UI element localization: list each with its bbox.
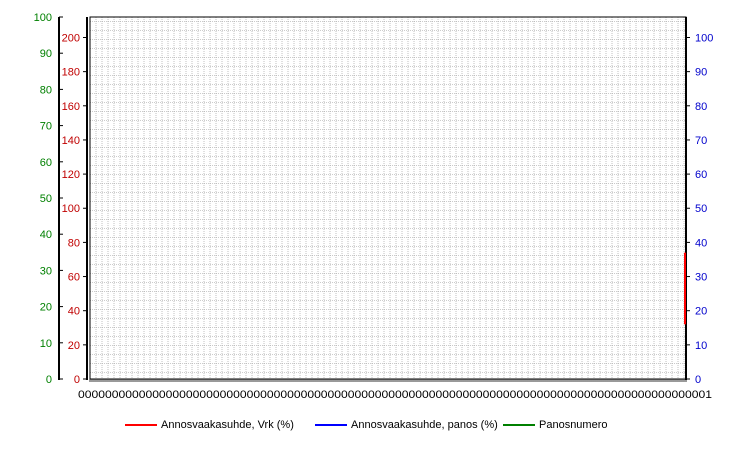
x-tick-labels: 0000000000000000000000000000000000000000… [78,389,712,401]
blue-axis-tick-label: 100 [695,32,713,44]
green-axis-tick-label: 30 [40,265,52,277]
blue-axis-tick-label: 70 [695,135,707,147]
legend-swatch-blue [315,424,347,426]
red-axis-tick-label: 60 [68,272,80,284]
green-axis-tick-label: 20 [40,302,52,314]
red-axis-tick-label: 120 [62,169,80,181]
green-axis-tick-label: 60 [40,157,52,169]
blue-axis-tick-label: 10 [695,340,707,352]
green-axis-tick-label: 70 [40,121,52,133]
green-axis-tick-label: 90 [40,48,52,60]
green-axis-tick-label: 100 [34,12,52,24]
legend-label: Annosvaakasuhde, panos (%) [351,419,498,431]
legend-item-vrk: Annosvaakasuhde, Vrk (%) [125,416,294,434]
axis-blue-right: 0 10 20 30 40 50 60 70 80 90 100 [685,17,713,386]
legend-swatch-red [125,424,157,426]
grid-lines [90,17,686,379]
plot-frame [89,16,687,380]
red-axis-tick-label: 40 [68,306,80,318]
red-axis-tick-label: 0 [74,374,80,386]
axis-green-left: 0 10 20 30 40 50 60 70 80 90 100 [34,12,63,386]
green-axis-tick-label: 0 [46,374,52,386]
green-axis-tick-label: 80 [40,84,52,96]
blue-axis-tick-label: 90 [695,67,707,79]
legend-item-panosnumero: Panosnumero [503,416,608,434]
blue-axis-tick-label: 0 [695,374,701,386]
legend: Annosvaakasuhde, Vrk (%) Annosvaakasuhde… [0,416,746,434]
blue-axis-tick-label: 60 [695,169,707,181]
blue-axis-tick-label: 50 [695,203,707,215]
red-axis-tick-label: 160 [62,101,80,113]
axis-red-left: 0 20 40 60 80 100 120 140 160 180 200 [62,17,88,386]
legend-item-panos: Annosvaakasuhde, panos (%) [315,416,498,434]
legend-swatch-green [503,424,535,426]
red-axis-tick-label: 20 [68,340,80,352]
red-axis-tick-label: 100 [62,203,80,215]
blue-axis-tick-label: 40 [695,237,707,249]
red-axis-tick-label: 200 [62,32,80,44]
blue-axis-tick-label: 80 [695,101,707,113]
x-axis: 0000000000000000000000000000000000000000… [78,379,712,401]
red-axis-tick-label: 80 [68,237,80,249]
green-axis-tick-label: 50 [40,193,52,205]
legend-label: Annosvaakasuhde, Vrk (%) [161,419,294,431]
green-axis-tick-label: 40 [40,229,52,241]
green-axis-tick-label: 10 [40,338,52,350]
red-axis-tick-label: 140 [62,135,80,147]
blue-axis-tick-label: 20 [695,306,707,318]
red-axis-tick-label: 180 [62,67,80,79]
legend-label: Panosnumero [539,419,608,431]
blue-axis-tick-label: 30 [695,272,707,284]
